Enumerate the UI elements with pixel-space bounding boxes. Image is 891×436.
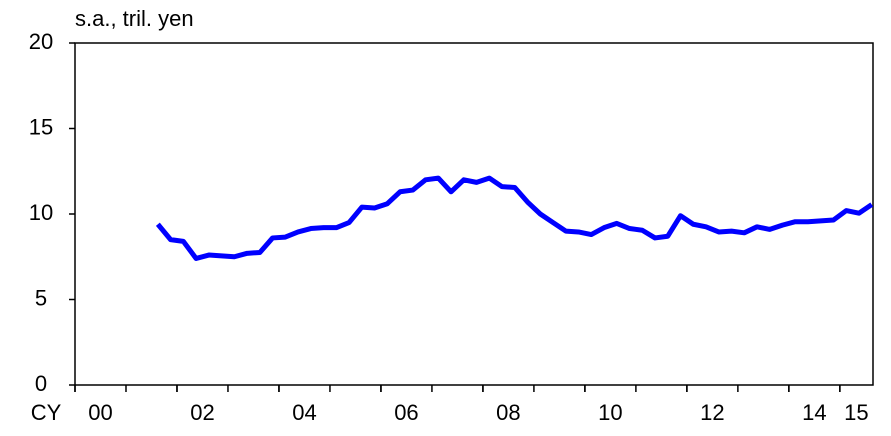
x-tick-label: 10 (598, 400, 622, 425)
x-tick-label: 14 (802, 400, 826, 425)
x-tick-label: 04 (292, 400, 316, 425)
x-tick-label: 06 (394, 400, 418, 425)
x-tick-label: 15 (844, 400, 868, 425)
y-tick-label: 20 (29, 29, 53, 54)
x-tick-label: 08 (496, 400, 520, 425)
x-tick-label: 00 (88, 400, 112, 425)
x-axis-label: CY (31, 400, 62, 425)
x-tick-label: 02 (190, 400, 214, 425)
y-tick-label: 10 (29, 200, 53, 225)
plot-frame (74, 42, 874, 386)
y-tick-label: 0 (35, 371, 47, 396)
series-line (155, 175, 874, 261)
y-tick-label: 15 (29, 114, 53, 139)
y-tick-label: 5 (35, 285, 47, 310)
x-tick-label: 12 (700, 400, 724, 425)
y-axis-label: s.a., tril. yen (75, 6, 194, 31)
